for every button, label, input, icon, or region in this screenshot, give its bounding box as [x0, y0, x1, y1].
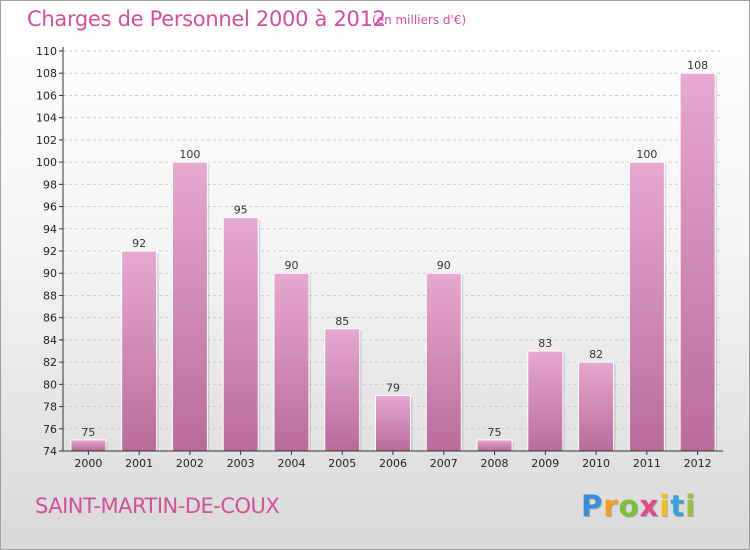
- x-tick-label: 2000: [74, 457, 102, 470]
- data-label: 85: [335, 315, 349, 328]
- y-tick-label: 84: [43, 334, 57, 347]
- logo-letter: i: [685, 489, 697, 523]
- bar-2001: [121, 250, 158, 452]
- x-tick-label: 2004: [277, 457, 305, 470]
- logo-letter: r: [603, 489, 619, 523]
- y-tick-label: 96: [43, 201, 57, 214]
- x-tick-label: 2002: [176, 457, 204, 470]
- data-label: 108: [687, 59, 708, 72]
- bar-2010: [578, 361, 615, 452]
- x-tick-label: 2012: [684, 457, 712, 470]
- logo-letter: t: [670, 489, 686, 523]
- bar-2009: [527, 350, 564, 452]
- data-label: 100: [179, 148, 200, 161]
- x-tick-label: 2006: [379, 457, 407, 470]
- x-tick-label: 2005: [328, 457, 356, 470]
- bars: [70, 72, 718, 452]
- y-tick-label: 108: [36, 67, 57, 80]
- y-tick-label: 82: [43, 356, 57, 369]
- data-label: 75: [81, 426, 95, 439]
- x-tick-label: 2001: [125, 457, 153, 470]
- bar-2002: [171, 161, 208, 452]
- bar-2011: [628, 161, 665, 452]
- chart-unit: (en milliers d'€): [372, 13, 467, 27]
- bar-2004: [273, 272, 310, 452]
- data-label: 83: [538, 337, 552, 350]
- x-tick-label: 2010: [582, 457, 610, 470]
- data-label: 92: [132, 237, 146, 250]
- proxiti-logo: Proxiti: [581, 489, 696, 523]
- y-tick-label: 100: [36, 156, 57, 169]
- y-tick-label: 90: [43, 267, 57, 280]
- y-tick-label: 106: [36, 89, 57, 102]
- x-tick-label: 2011: [633, 457, 661, 470]
- bar-2005: [324, 328, 361, 452]
- x-tick-label: 2009: [531, 457, 559, 470]
- y-tick-label: 102: [36, 134, 57, 147]
- logo-letter: o: [618, 489, 640, 523]
- y-tick-label: 98: [43, 178, 57, 191]
- y-tick-label: 110: [36, 45, 57, 58]
- data-label: 95: [234, 204, 248, 217]
- y-tick-label: 74: [43, 445, 57, 458]
- y-tick-label: 76: [43, 423, 57, 436]
- y-tick-label: 78: [43, 401, 57, 414]
- logo-letter: x: [639, 489, 660, 523]
- y-tick-label: 86: [43, 312, 57, 325]
- bar-2008: [476, 439, 513, 452]
- data-label: 90: [437, 259, 451, 272]
- data-label: 100: [636, 148, 657, 161]
- x-tick-label: 2003: [227, 457, 255, 470]
- bar-2006: [375, 394, 411, 452]
- data-label: 90: [284, 259, 298, 272]
- bar-2012: [679, 72, 716, 452]
- bar-2003: [222, 217, 259, 452]
- y-tick-label: 104: [36, 112, 57, 125]
- logo-letter: P: [581, 489, 604, 523]
- x-tick-label: 2008: [481, 457, 509, 470]
- data-label: 82: [589, 348, 603, 361]
- bar-2007: [425, 272, 462, 452]
- y-tick-label: 92: [43, 245, 57, 258]
- y-tick-label: 88: [43, 289, 57, 302]
- y-tick-label: 80: [43, 378, 57, 391]
- chart-title: Charges de Personnel 2000 à 2012: [27, 7, 386, 31]
- labels: 74 76 78 80 82 84 86 88 90 92 94 96 98 100 102 104 106 10…: [36, 45, 712, 470]
- commune-name: SAINT-MARTIN-DE-COUX: [35, 494, 280, 518]
- data-label: 75: [488, 426, 502, 439]
- axes: [59, 47, 723, 455]
- data-label: 79: [386, 381, 400, 394]
- logo-letter: i: [659, 489, 671, 523]
- x-tick-label: 2007: [430, 457, 458, 470]
- y-tick-label: 94: [43, 223, 57, 236]
- bar-2000: [70, 439, 107, 452]
